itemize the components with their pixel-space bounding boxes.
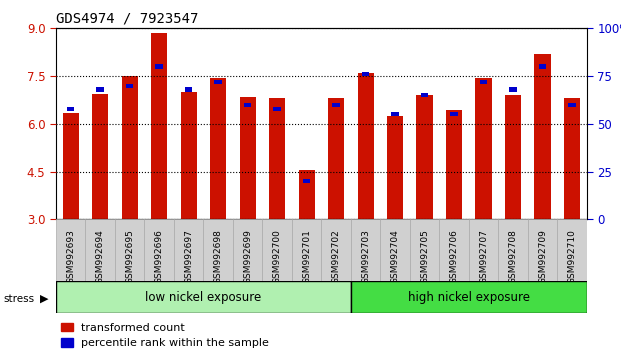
FancyBboxPatch shape	[233, 219, 262, 281]
Bar	[332, 103, 340, 107]
Bar	[564, 98, 580, 219]
Bar	[63, 113, 79, 219]
Bar	[185, 87, 193, 92]
FancyBboxPatch shape	[144, 219, 174, 281]
Bar	[240, 97, 256, 219]
Bar	[210, 78, 226, 219]
Bar	[155, 64, 163, 69]
FancyBboxPatch shape	[56, 281, 351, 313]
Bar	[421, 93, 428, 97]
Bar	[126, 84, 134, 88]
Text: GSM992695: GSM992695	[125, 229, 134, 284]
Bar	[391, 112, 399, 116]
FancyBboxPatch shape	[528, 219, 557, 281]
Text: GSM992706: GSM992706	[450, 229, 458, 284]
Text: GSM992693: GSM992693	[66, 229, 75, 284]
Bar	[269, 98, 285, 219]
Bar	[244, 103, 252, 107]
Text: GSM992701: GSM992701	[302, 229, 311, 284]
FancyBboxPatch shape	[292, 219, 322, 281]
Bar	[480, 80, 487, 84]
Bar	[67, 107, 75, 111]
FancyBboxPatch shape	[380, 219, 410, 281]
Text: GSM992709: GSM992709	[538, 229, 547, 284]
Text: GSM992698: GSM992698	[214, 229, 222, 284]
Bar	[535, 54, 551, 219]
FancyBboxPatch shape	[115, 219, 144, 281]
Bar	[568, 103, 576, 107]
Bar	[214, 80, 222, 84]
Bar	[303, 179, 310, 183]
Text: GSM992702: GSM992702	[332, 229, 340, 284]
FancyBboxPatch shape	[204, 219, 233, 281]
Text: GSM992704: GSM992704	[391, 229, 399, 284]
Bar	[273, 107, 281, 111]
Bar	[505, 95, 521, 219]
Text: GSM992699: GSM992699	[243, 229, 252, 284]
Bar	[417, 95, 433, 219]
Text: GDS4974 / 7923547: GDS4974 / 7923547	[56, 12, 198, 26]
Text: GSM992703: GSM992703	[361, 229, 370, 284]
Bar	[96, 87, 104, 92]
FancyBboxPatch shape	[56, 219, 86, 281]
Bar	[328, 98, 344, 219]
Bar	[358, 73, 374, 219]
Text: GSM992708: GSM992708	[509, 229, 517, 284]
FancyBboxPatch shape	[410, 219, 439, 281]
FancyBboxPatch shape	[351, 219, 380, 281]
Legend: transformed count, percentile rank within the sample: transformed count, percentile rank withi…	[61, 322, 270, 348]
Bar	[299, 170, 315, 219]
Text: ▶: ▶	[40, 294, 49, 304]
FancyBboxPatch shape	[439, 219, 469, 281]
Bar	[92, 93, 108, 219]
Bar	[446, 110, 462, 219]
Text: GSM992700: GSM992700	[273, 229, 281, 284]
Text: GSM992694: GSM992694	[96, 229, 104, 284]
Text: GSM992696: GSM992696	[155, 229, 163, 284]
FancyBboxPatch shape	[174, 219, 204, 281]
FancyBboxPatch shape	[86, 219, 115, 281]
Bar	[539, 64, 546, 69]
Bar	[387, 116, 403, 219]
Bar	[151, 33, 167, 219]
Text: GSM992707: GSM992707	[479, 229, 488, 284]
Bar	[476, 78, 492, 219]
FancyBboxPatch shape	[322, 219, 351, 281]
Bar	[450, 112, 458, 116]
Bar	[181, 92, 197, 219]
Text: low nickel exposure: low nickel exposure	[145, 291, 261, 304]
Bar	[122, 76, 138, 219]
FancyBboxPatch shape	[469, 219, 498, 281]
FancyBboxPatch shape	[498, 219, 528, 281]
Text: stress: stress	[3, 294, 34, 304]
Text: GSM992705: GSM992705	[420, 229, 429, 284]
FancyBboxPatch shape	[351, 281, 587, 313]
FancyBboxPatch shape	[262, 219, 292, 281]
Text: GSM992697: GSM992697	[184, 229, 193, 284]
Bar	[509, 87, 517, 92]
Text: high nickel exposure: high nickel exposure	[408, 291, 530, 304]
Bar	[362, 72, 369, 76]
Text: GSM992710: GSM992710	[568, 229, 576, 284]
FancyBboxPatch shape	[557, 219, 587, 281]
